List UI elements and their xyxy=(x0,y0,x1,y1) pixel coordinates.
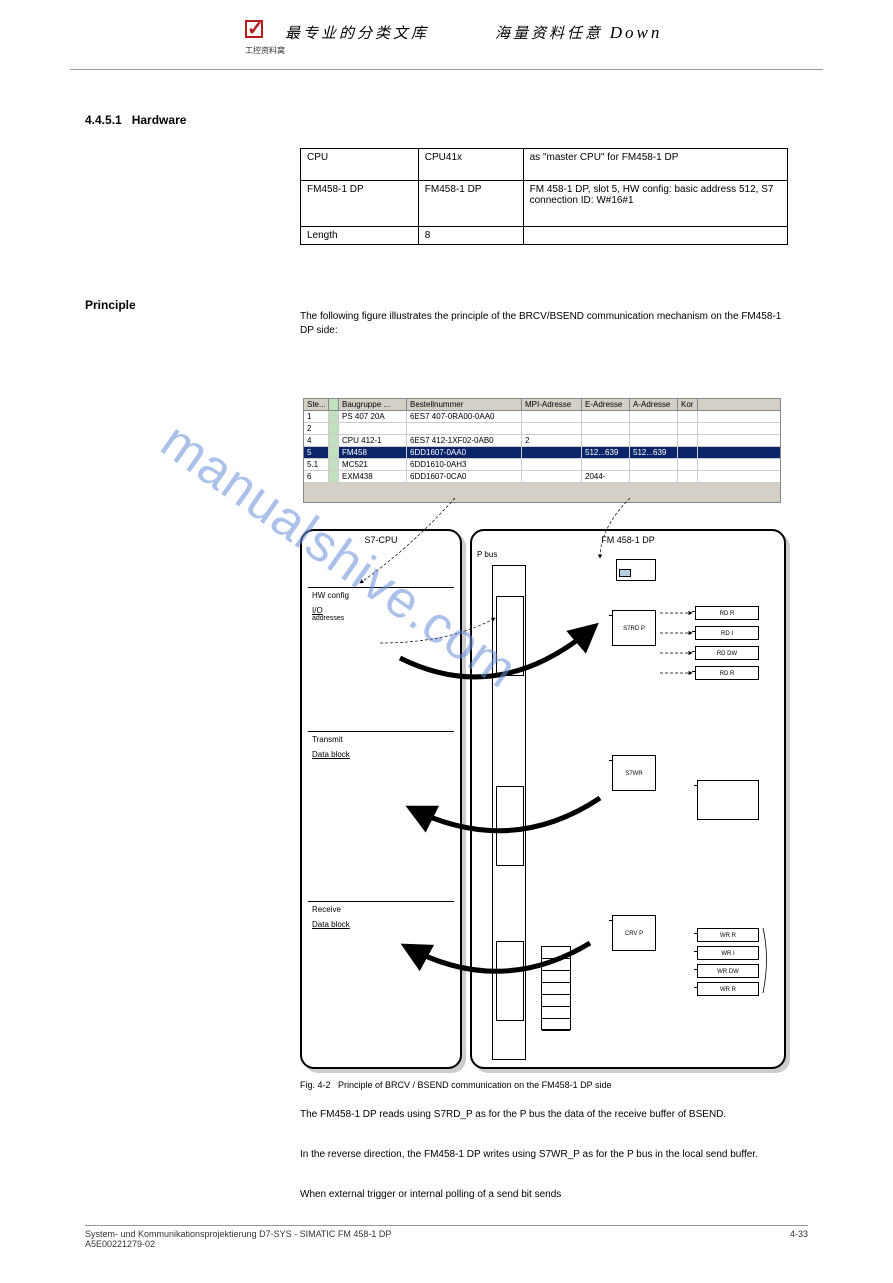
function-block: RD I xyxy=(695,626,759,640)
function-block: RD R xyxy=(695,666,759,680)
section-number: 4.4.5.1 Hardware xyxy=(85,113,186,127)
principle-text: The following figure illustrates the pri… xyxy=(300,310,790,338)
figure-caption: Fig. 4-2 Principle of BRCV / BSEND commu… xyxy=(300,1080,611,1090)
pbus-segment xyxy=(496,596,524,676)
diagram-left-box: S7-CPU HW configI/Oaddresses TransmitData… xyxy=(300,529,462,1069)
pbus-segment xyxy=(496,941,524,1021)
table-row: FM458-1 DP FM458-1 DP FM 458-1 DP, slot … xyxy=(301,181,788,227)
logo-check-icon xyxy=(245,20,263,38)
hw-config-screenshot: Ste... Baugruppe ... Bestellnummer MPI-A… xyxy=(303,398,781,503)
hw-row[interactable]: 4CPU 412-16ES7 412-1XF02-0AB02 xyxy=(304,435,780,447)
function-block: WR R xyxy=(697,928,759,942)
footer-doc-id: A5E00221279-02 xyxy=(85,1239,808,1249)
footer-page: 4-33 xyxy=(790,1229,808,1239)
hw-row[interactable]: 2 xyxy=(304,423,780,435)
hw-row[interactable]: 5.1MC5216DD1610-0AH3 xyxy=(304,459,780,471)
left-section: ReceiveData block xyxy=(308,901,454,932)
logo-label: 工控资料窝 xyxy=(245,45,269,56)
table-row: CPU CPU41x as "master CPU" for FM458-1 D… xyxy=(301,149,788,181)
header-text-1: 最专业的分类文库 xyxy=(285,22,429,43)
pbus-column xyxy=(492,565,526,1060)
pbus-label: P bus xyxy=(477,550,497,559)
function-block: S7RD P xyxy=(612,610,656,646)
note-paragraph: In the reverse direction, the FM458-1 DP… xyxy=(300,1148,790,1162)
pointer-list xyxy=(541,946,571,1030)
note-paragraph: The FM458-1 DP reads using S7RD_P as for… xyxy=(300,1108,790,1122)
param-table: CPU CPU41x as "master CPU" for FM458-1 D… xyxy=(300,148,788,245)
hw-row[interactable]: 5FM4586DD1607-0AA0512...639512...639 xyxy=(304,447,780,459)
function-block: CRV P xyxy=(612,915,656,951)
left-section: TransmitData block xyxy=(308,731,454,762)
header-text-2: 海量资料任意 Down xyxy=(495,22,662,43)
principle-title: Principle xyxy=(85,298,136,312)
left-box-title: S7-CPU xyxy=(302,531,460,547)
left-section: HW configI/Oaddresses xyxy=(308,587,454,625)
function-block xyxy=(697,780,759,820)
function-block: RD R xyxy=(695,606,759,620)
header-logo: 工控资料窝 xyxy=(245,20,269,44)
hw-headers: Ste... Baugruppe ... Bestellnummer MPI-A… xyxy=(304,399,780,411)
table-row: Length 8 xyxy=(301,227,788,245)
footer-left: System- und Kommunikationsprojektierung … xyxy=(85,1229,391,1239)
function-block: WR I xyxy=(697,946,759,960)
function-block: WR DW xyxy=(697,964,759,978)
right-box-title: FM 458-1 DP xyxy=(472,531,784,547)
page-footer: System- und Kommunikationsprojektierung … xyxy=(85,1225,808,1249)
hw-row[interactable]: 1PS 407 20A6ES7 407-0RA00-0AA0 xyxy=(304,411,780,423)
page-header: 工控资料窝 最专业的分类文库 海量资料任意 Down xyxy=(70,20,823,70)
pbus-segment xyxy=(496,786,524,866)
function-block: S7WR xyxy=(612,755,656,791)
cspnd-block xyxy=(616,559,656,581)
function-block: RD DW xyxy=(695,646,759,660)
function-block: WR R xyxy=(697,982,759,996)
note-paragraph: When external trigger or internal pollin… xyxy=(300,1188,790,1202)
hw-row[interactable]: 6EXM4386DD1607-0CA02044- xyxy=(304,471,780,483)
